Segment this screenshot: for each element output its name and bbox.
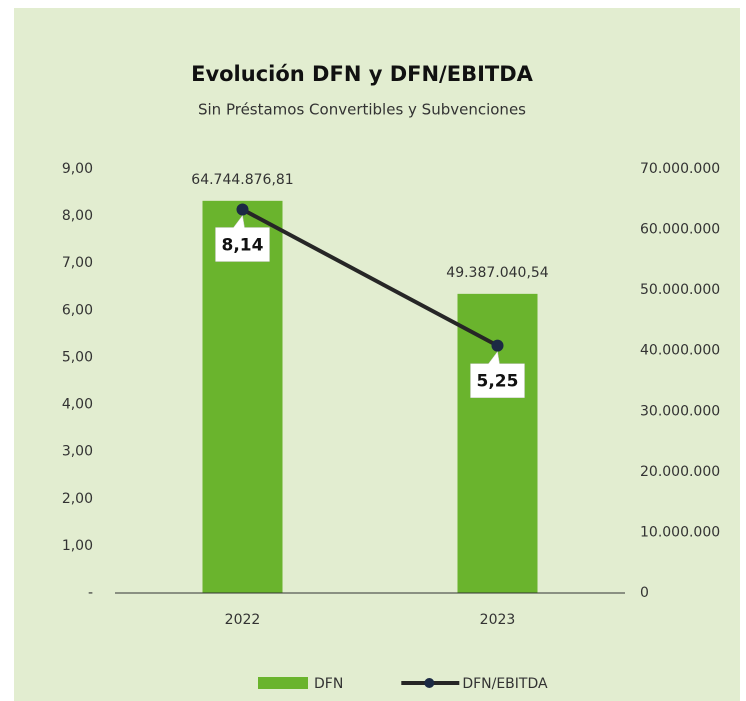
y2-tick-label: 60.000.000 bbox=[640, 222, 720, 238]
x-tick-label: 2022 bbox=[225, 612, 261, 628]
bar-value-label: 64.744.876,81 bbox=[191, 172, 293, 188]
x-tick-label: 2023 bbox=[480, 612, 516, 628]
y2-tick-label: 50.000.000 bbox=[640, 282, 720, 298]
line-point bbox=[236, 203, 249, 216]
y-tick-label: 1,00 bbox=[62, 538, 93, 554]
bar-value-label: 49.387.040,54 bbox=[446, 265, 549, 281]
line-value-label: 5,25 bbox=[477, 372, 519, 392]
label-box bbox=[215, 214, 270, 262]
chart-subtitle: Sin Préstamos Convertibles y Subvencione… bbox=[198, 101, 526, 119]
y-tick-label: 7,00 bbox=[62, 255, 93, 271]
line bbox=[241, 207, 499, 348]
legend-label: DFN/EBITDA bbox=[462, 676, 548, 692]
y2-tick-label: 40.000.000 bbox=[640, 343, 720, 359]
line-point bbox=[491, 339, 504, 352]
y-tick-label: - bbox=[88, 585, 93, 601]
y-tick-label: 2,00 bbox=[62, 491, 93, 507]
y-tick-label: 6,00 bbox=[62, 302, 93, 318]
background bbox=[14, 8, 740, 701]
y2-tick-label: 10.000.000 bbox=[640, 524, 720, 540]
label-box bbox=[470, 351, 525, 398]
y2-tick-label: 30.000.000 bbox=[640, 403, 720, 419]
bar bbox=[457, 293, 538, 593]
y-tick-label: 8,00 bbox=[62, 208, 93, 224]
y-tick-label: 3,00 bbox=[62, 444, 93, 460]
legend-swatch-point bbox=[424, 678, 435, 688]
y2-tick-label: 20.000.000 bbox=[640, 464, 720, 480]
legend-swatch bbox=[258, 677, 308, 689]
y2-tick-label: 0 bbox=[640, 585, 649, 601]
y-tick-label: 5,00 bbox=[62, 349, 93, 365]
line-value-label: 8,14 bbox=[222, 236, 264, 256]
chart-title: Evolución DFN y DFN/EBITDA bbox=[191, 62, 534, 86]
y2-tick-label: 70.000.000 bbox=[640, 161, 720, 177]
bar bbox=[202, 200, 283, 593]
legend-label: DFN bbox=[314, 676, 343, 692]
y-tick-label: 4,00 bbox=[62, 397, 93, 413]
y-tick-label: 9,00 bbox=[62, 161, 93, 177]
